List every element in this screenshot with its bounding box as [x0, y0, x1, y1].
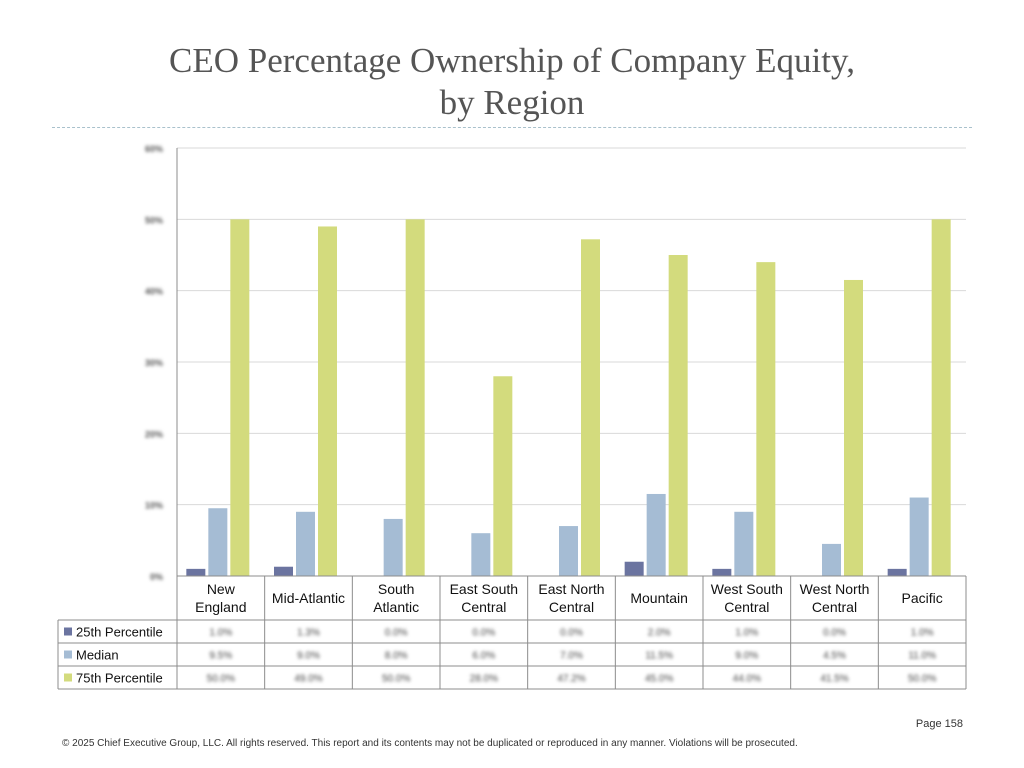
- data-label: 9.5%: [209, 651, 232, 662]
- bar: [668, 255, 688, 576]
- y-tick-label: 30%: [145, 358, 163, 368]
- bar: [405, 219, 425, 577]
- bar: [822, 543, 841, 576]
- page-title: CEO Percentage Ownership of Company Equi…: [62, 40, 962, 124]
- data-label: 45.0%: [645, 674, 673, 685]
- bar: [383, 518, 403, 576]
- data-label: 11.5%: [645, 651, 673, 662]
- x-tick-label: Central: [812, 599, 857, 615]
- data-label: 44.0%: [733, 674, 761, 685]
- data-label: 1.0%: [209, 628, 232, 639]
- x-tick-label: East South: [450, 581, 519, 597]
- bar: [208, 508, 228, 576]
- bar: [296, 511, 315, 576]
- x-tick-label: Mid-Atlantic: [272, 590, 345, 606]
- bar: [844, 279, 863, 576]
- data-label: 49.0%: [294, 674, 322, 685]
- data-label: 9.0%: [735, 651, 758, 662]
- bar: [581, 239, 600, 576]
- data-label: 41.5%: [820, 674, 848, 685]
- legend-swatch: [64, 650, 72, 659]
- copyright-notice: © 2025 Chief Executive Group, LLC. All r…: [62, 738, 798, 749]
- bar: [471, 533, 491, 576]
- page-number: Page 158: [915, 718, 963, 730]
- data-label: 1.3%: [297, 628, 320, 639]
- x-tick-label: New: [207, 581, 236, 597]
- data-label: 1.0%: [911, 628, 934, 639]
- bar: [734, 511, 754, 576]
- data-label: 4.5%: [823, 651, 846, 662]
- data-label: 0.0%: [472, 628, 495, 639]
- y-tick-label: 50%: [145, 215, 163, 225]
- bar: [230, 219, 250, 577]
- x-tick-label: Central: [724, 599, 769, 615]
- y-tick-label: 40%: [145, 287, 163, 297]
- legend-label: Median: [76, 648, 119, 663]
- data-label: 0.0%: [385, 628, 408, 639]
- x-tick-label: Pacific: [902, 590, 943, 606]
- data-label: 8.0%: [385, 651, 408, 662]
- title-divider: [52, 127, 972, 128]
- x-tick-label: Central: [549, 599, 594, 615]
- chart-gridlines: [177, 147, 966, 577]
- y-tick-label: 0%: [150, 572, 163, 582]
- data-label: 6.0%: [472, 651, 495, 662]
- bar: [887, 568, 907, 576]
- data-label: 47.2%: [557, 674, 585, 685]
- bar: [931, 219, 951, 577]
- bar: [186, 568, 206, 576]
- y-tick-label: 20%: [145, 429, 163, 439]
- bar: [559, 526, 578, 576]
- page-title-line2: by Region: [439, 83, 585, 122]
- legend-swatch: [64, 627, 72, 636]
- data-label: 28.0%: [470, 674, 498, 685]
- y-tick-label: 60%: [145, 144, 163, 154]
- x-tick-label: West North: [800, 581, 870, 597]
- x-tick-label: South: [378, 581, 415, 597]
- data-label: 7.0%: [560, 651, 583, 662]
- bar: [493, 376, 513, 576]
- legend-swatch: [64, 673, 72, 682]
- x-tick-label: East North: [538, 581, 604, 597]
- legend-label: 25th Percentile: [76, 625, 163, 640]
- data-label: 50.0%: [382, 674, 410, 685]
- y-axis-tick-labels: 0% 10% 20% 30% 40% 50% 60%: [145, 144, 163, 582]
- x-tick-label: Central: [461, 599, 506, 615]
- chart-bars: [186, 219, 951, 577]
- x-tick-label: West South: [711, 581, 783, 597]
- bar: [274, 566, 293, 576]
- x-tick-label: Mountain: [630, 590, 688, 606]
- data-label: 11.0%: [908, 651, 936, 662]
- bar: [909, 497, 929, 576]
- page-title-line1: CEO Percentage Ownership of Company Equi…: [169, 41, 855, 80]
- x-tick-label: Atlantic: [373, 599, 419, 615]
- bar: [756, 262, 776, 576]
- bar: [624, 561, 644, 576]
- bar: [646, 493, 666, 576]
- data-label: 2.0%: [648, 628, 671, 639]
- data-label: 0.0%: [823, 628, 846, 639]
- data-label: 1.0%: [735, 628, 758, 639]
- bar: [318, 226, 337, 576]
- data-label: 0.0%: [560, 628, 583, 639]
- data-table: New England Mid-Atlantic South Atlantic East …: [57, 575, 967, 690]
- bar: [712, 568, 732, 576]
- data-label: 50.0%: [908, 674, 936, 685]
- y-tick-label: 10%: [145, 501, 163, 511]
- x-tick-label: England: [195, 599, 246, 615]
- data-label: 9.0%: [297, 651, 320, 662]
- data-label: 50.0%: [207, 674, 235, 685]
- legend-label: 75th Percentile: [76, 671, 163, 686]
